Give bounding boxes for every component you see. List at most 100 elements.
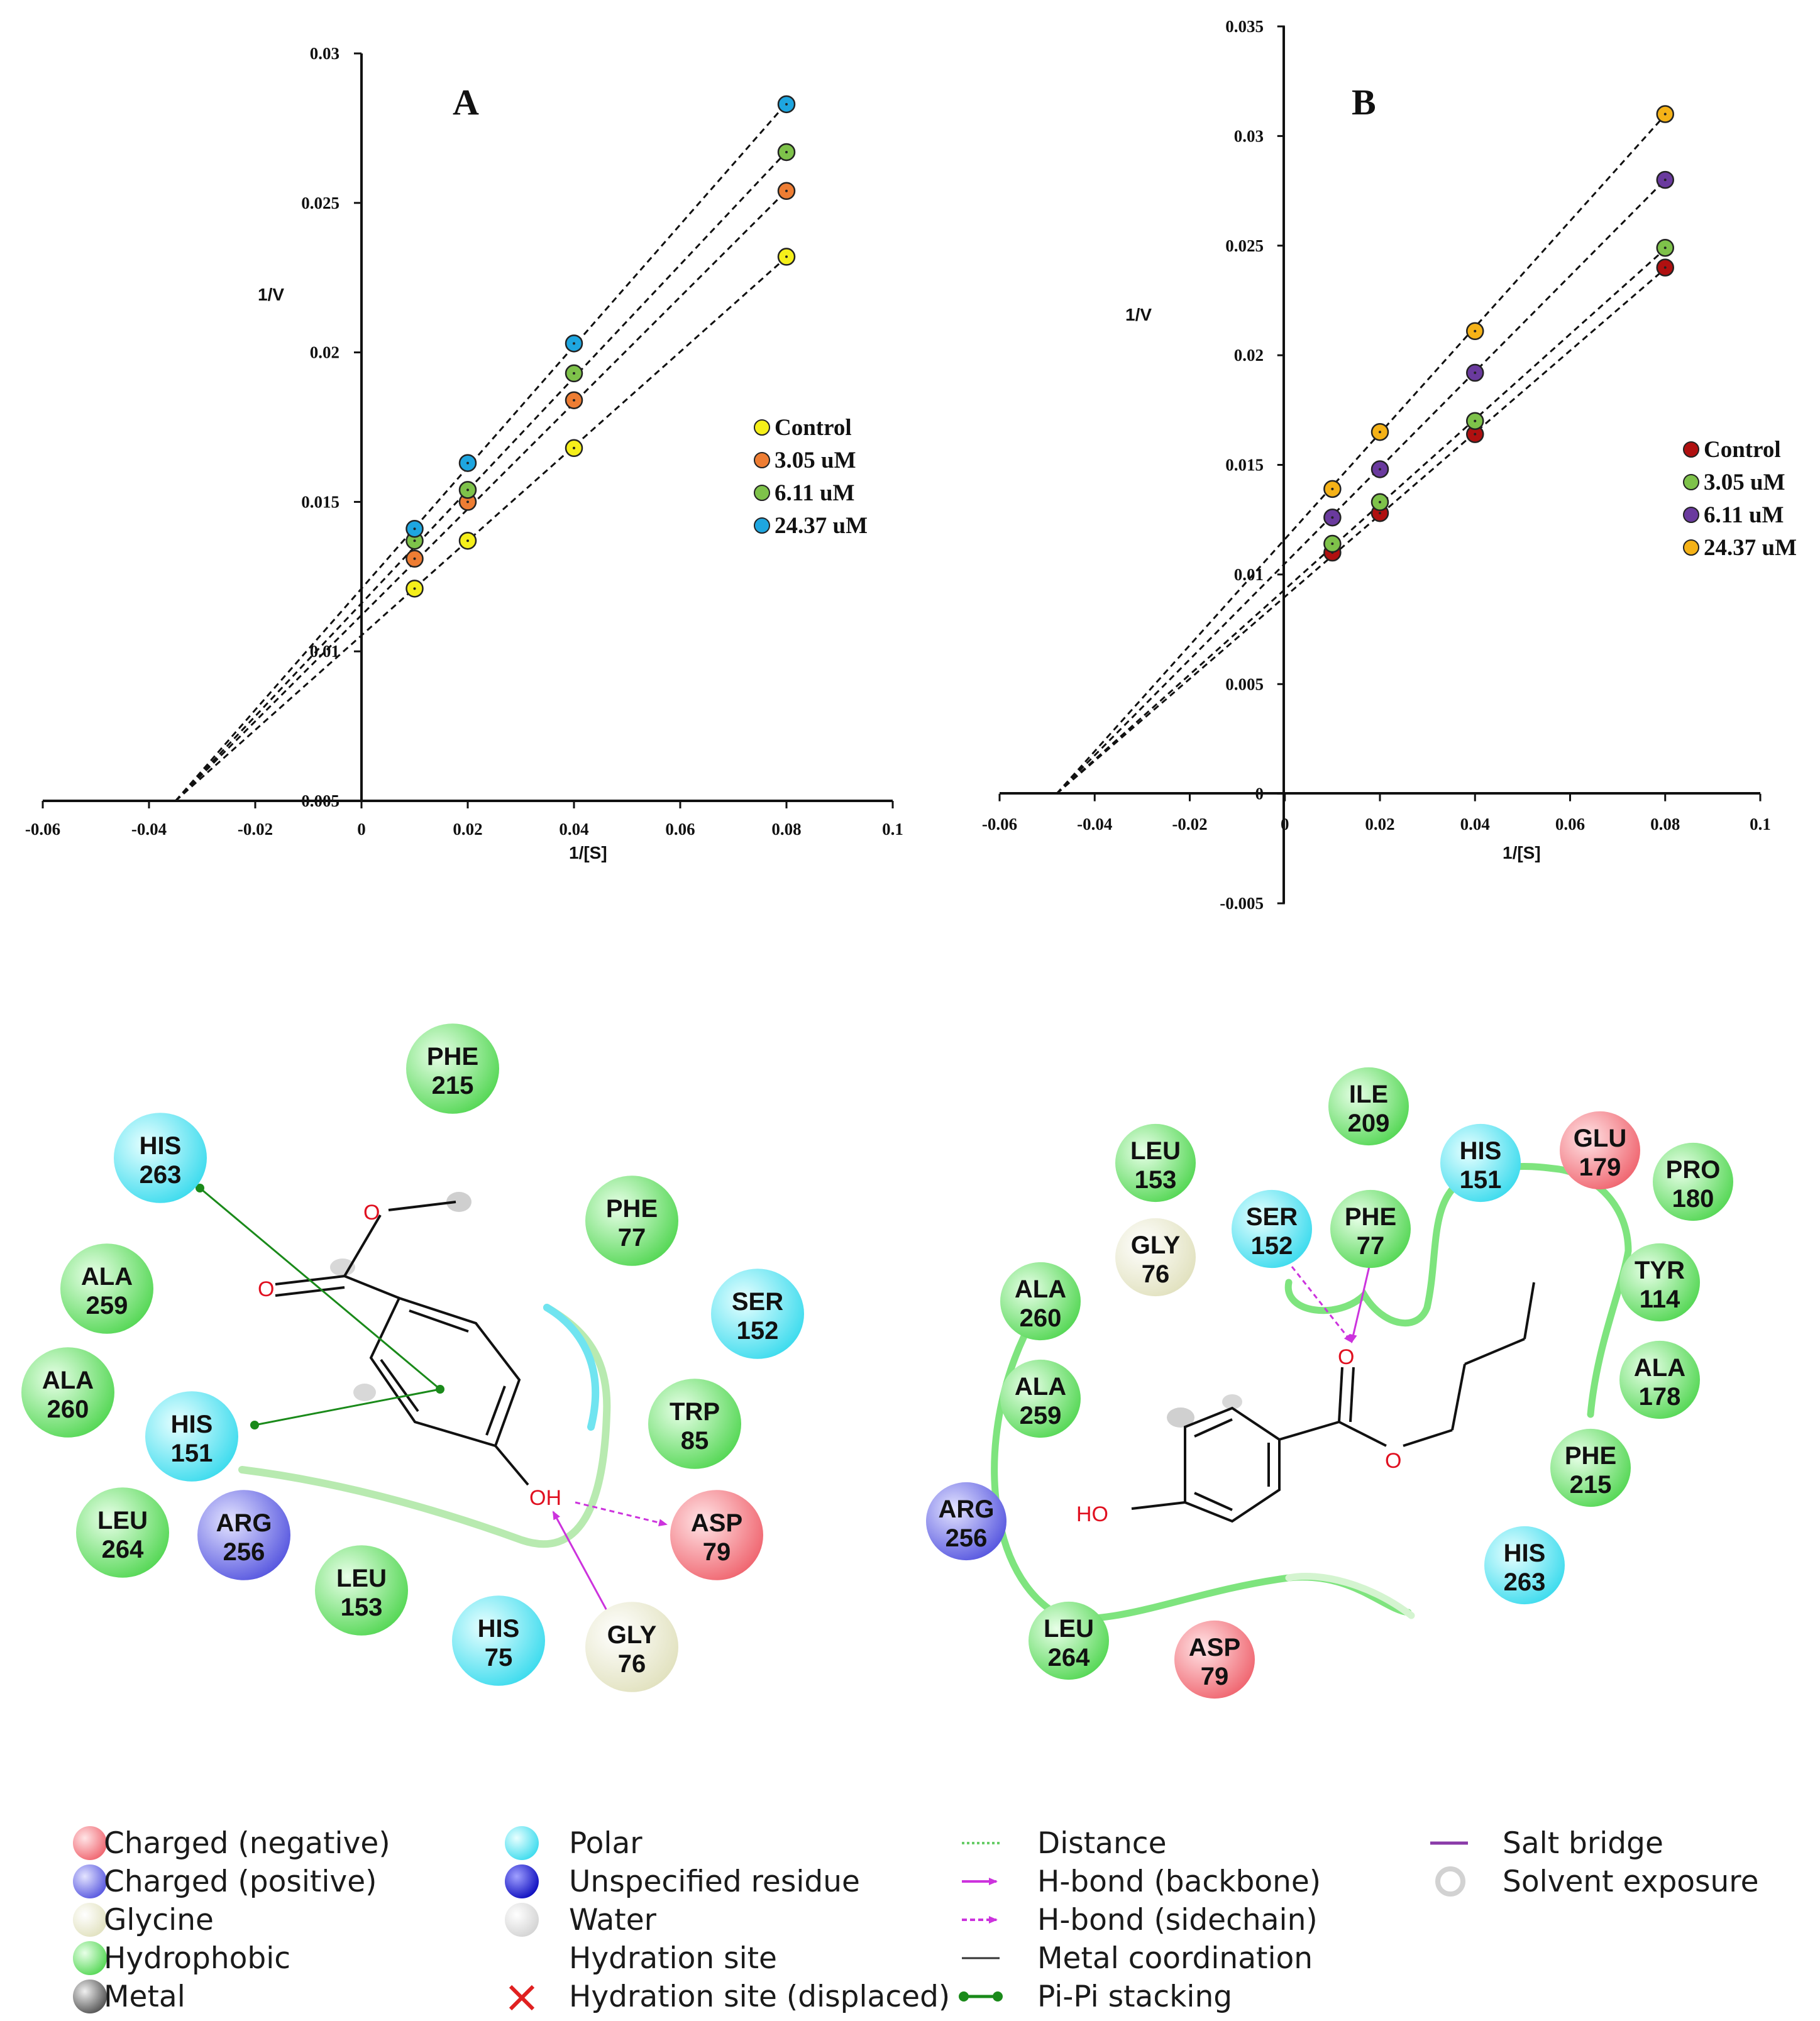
solvent-exposure-halo [330,1258,355,1276]
residue-circle [1550,1428,1631,1507]
residue-name: LEU [336,1565,387,1592]
residue-number: 75 [485,1644,513,1671]
chart-a-legend: Control 3.05 uM 6.11 uM 24.37 uM [754,415,868,539]
residue-circle [711,1269,804,1359]
legend-entry: 3.05 uM [775,448,856,473]
residue-name: ALA [42,1367,94,1394]
legend-label: Hydration site [569,1941,777,1976]
data-point-center [1331,542,1334,546]
residue-name: LEU [1044,1615,1094,1643]
residue-name: HIS [1460,1137,1502,1165]
legend-metal-swatch [73,1980,107,2013]
residue-circle [406,1023,499,1114]
x-tick-label: 0.1 [1750,815,1771,834]
residue-number: 263 [140,1161,182,1189]
residue-circle [315,1545,408,1636]
y-tick-label: 0.025 [301,194,339,212]
chart-b-x-label: 1/[S] [1503,843,1541,862]
ligand-atom-hydroxyl: OH [529,1486,561,1510]
residue-number: 77 [1357,1232,1385,1260]
residue-name: ARG [216,1509,272,1537]
legend-pi-pi-dot [959,1991,969,2002]
x-tick-label: 0 [1281,815,1289,834]
residue-name: GLY [1131,1231,1181,1259]
data-point-center [785,255,788,258]
legend-label: Salt bridge [1503,1826,1663,1861]
x-tick-label: 0.02 [453,820,482,839]
interaction-legend: Charged (negative) Charged (positive) Gl… [73,1826,1759,2014]
y-tick-label: -0.005 [1220,894,1264,913]
residue-circle [1000,1359,1081,1438]
chart-b: -0.06 -0.04 -0.02 0 0.02 0.04 0.06 0.08 0.1 -0.0… [982,17,1797,913]
residue-circle [1232,1189,1312,1269]
ligand-butylparaben [1131,1282,1535,1523]
x-tick-label: -0.04 [131,820,167,839]
residue-circle [1115,1123,1196,1203]
data-point-center [785,150,788,153]
solvent-exposure-halo [353,1384,376,1401]
legend-label: Charged (negative) [104,1826,390,1861]
residue-number: 179 [1579,1154,1621,1181]
legend-label: Charged (positive) [104,1864,377,1899]
legend-entry: 6.11 uM [1704,502,1784,528]
residue-number: 209 [1348,1110,1390,1137]
pi-pi-endpoint [196,1184,204,1192]
hbond-sidechain-asp79 [575,1501,668,1527]
residue-circle [452,1595,545,1686]
legend-label: H-bond (backbone) [1037,1864,1321,1899]
trend-line-1 [1056,268,1666,795]
legend-positive-swatch [73,1864,107,1898]
hbond-backbone-gly76 [552,1511,614,1622]
solvent-exposure-halo [1222,1394,1242,1409]
x-tick-label: 0.02 [1365,815,1394,834]
y-tick-label: 0.015 [1225,456,1264,475]
y-tick-label: 0.03 [310,44,339,63]
residue-number: 259 [1020,1402,1062,1429]
legend-label: Water [569,1903,657,1937]
residue-name: SER [732,1288,783,1316]
residue-number: 263 [1504,1568,1546,1596]
ligand-atom-carbonyl-o: O [1338,1345,1354,1369]
legend-label: Hydration site (displaced) [569,1980,950,2014]
data-point-center [1663,179,1667,182]
legend-swatch [754,419,770,436]
residue-number: 151 [1460,1166,1502,1194]
residue-name: PHE [606,1195,658,1223]
legend-label: Polar [569,1826,643,1861]
data-point-center [1379,468,1381,471]
ligand-atom-carbonyl-o: O [258,1277,274,1301]
residue-number: 260 [1020,1304,1062,1332]
residue-circle [670,1490,763,1580]
data-point-center [573,399,575,402]
pi-pi-endpoint [436,1385,444,1394]
data-point-center [573,372,575,375]
legend-swatch [1683,507,1699,523]
legend-displaced-x-icon [509,1985,535,2011]
y-tick-label: 0.035 [1225,17,1264,36]
residue-name: GLU [1574,1125,1626,1152]
chart-a: -0.06 -0.04 -0.02 0 0.02 0.04 0.06 0.08 0.1 0.00… [25,44,903,862]
residue-name: PHE [1345,1203,1396,1231]
legend-swatch [1683,539,1699,556]
residue-number: 215 [1570,1471,1612,1499]
residue-circle [145,1391,238,1482]
legend-solvent-exposure-icon [1435,1866,1465,1897]
residue-name: PHE [1565,1442,1616,1470]
x-tick-label: -0.06 [982,815,1017,834]
x-tick-label: 0.06 [1555,815,1585,834]
residue-circle [585,1176,678,1266]
